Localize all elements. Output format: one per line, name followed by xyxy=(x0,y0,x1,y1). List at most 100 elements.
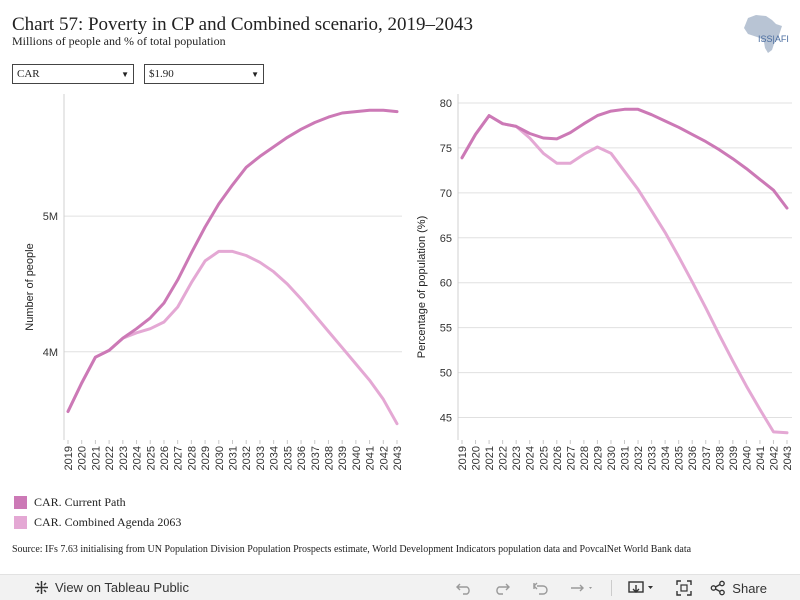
x-tick-label: 2019 xyxy=(457,446,469,470)
x-tick-label: 2020 xyxy=(77,446,89,470)
view-on-tableau-label: View on Tableau Public xyxy=(55,580,189,595)
x-tick-label: 2036 xyxy=(296,446,308,470)
x-tick-label: 2032 xyxy=(241,446,253,470)
y-tick-label: 70 xyxy=(440,188,452,200)
x-tick-label: 2032 xyxy=(633,446,645,470)
share-button[interactable]: Share xyxy=(710,580,767,596)
chevron-down-icon: ▼ xyxy=(121,69,129,79)
y-tick-label: 45 xyxy=(440,413,452,425)
legend-label: CAR. Combined Agenda 2063 xyxy=(34,514,182,529)
chart-subtitle: Millions of people and % of total popula… xyxy=(12,34,226,48)
x-tick-label: 2030 xyxy=(214,446,226,470)
x-tick-label: 2041 xyxy=(755,446,767,470)
series-line-current-path xyxy=(460,107,789,210)
y-axis-title: Percentage of population (%) xyxy=(416,216,428,358)
revert-icon[interactable] xyxy=(531,581,549,595)
x-tick-label: 2026 xyxy=(159,446,171,470)
x-tick-label: 2038 xyxy=(714,446,726,470)
x-tick-label: 2019 xyxy=(63,446,75,470)
x-tick-label: 2030 xyxy=(606,446,618,470)
x-tick-label: 2025 xyxy=(145,446,157,470)
x-tick-label: 2035 xyxy=(282,446,294,470)
x-tick-label: 2023 xyxy=(511,446,523,470)
series-line-combined-agenda xyxy=(66,249,399,426)
x-tick-label: 2038 xyxy=(323,446,335,470)
x-tick-label: 2029 xyxy=(200,446,212,470)
x-tick-label: 2040 xyxy=(741,446,753,470)
x-tick-label: 2020 xyxy=(471,446,483,470)
x-tick-label: 2028 xyxy=(186,446,198,470)
x-tick-label: 2035 xyxy=(674,446,686,470)
poverty-line-dropdown[interactable]: $1.90 ▼ xyxy=(144,64,264,84)
x-tick-label: 2043 xyxy=(782,446,794,470)
x-tick-label: 2041 xyxy=(365,446,377,470)
x-tick-label: 2040 xyxy=(351,446,363,470)
y-tick-label: 5M xyxy=(43,211,58,223)
fullscreen-icon[interactable] xyxy=(676,580,692,596)
country-dropdown-value: CAR xyxy=(17,68,40,80)
x-tick-label: 2024 xyxy=(525,446,537,470)
x-tick-label: 2024 xyxy=(132,446,144,470)
poverty-line-dropdown-value: $1.90 xyxy=(149,68,174,80)
redo-icon[interactable] xyxy=(493,581,511,595)
toolbar: Share xyxy=(445,575,800,600)
series-line-current-path xyxy=(66,108,399,413)
download-icon[interactable] xyxy=(628,580,656,596)
x-tick-label: 2033 xyxy=(647,446,659,470)
x-tick-label: 2022 xyxy=(104,446,116,470)
x-tick-label: 2023 xyxy=(118,446,130,470)
x-tick-label: 2025 xyxy=(538,446,550,470)
y-tick-label: 60 xyxy=(440,278,452,290)
legend-label: CAR. Current Path xyxy=(34,494,126,509)
x-tick-label: 2037 xyxy=(310,446,322,470)
x-tick-label: 2043 xyxy=(392,446,404,470)
x-tick-label: 2031 xyxy=(228,446,240,470)
x-tick-label: 2039 xyxy=(728,446,740,470)
x-tick-label: 2034 xyxy=(660,446,672,470)
refresh-icon[interactable] xyxy=(569,581,595,595)
y-tick-label: 80 xyxy=(440,98,452,110)
chart-title: Chart 57: Poverty in CP and Combined sce… xyxy=(12,14,474,35)
africa-map-icon xyxy=(744,15,782,53)
country-dropdown[interactable]: CAR ▼ xyxy=(12,64,134,84)
x-tick-label: 2042 xyxy=(768,446,780,470)
share-icon xyxy=(710,580,726,596)
x-tick-label: 2034 xyxy=(269,446,281,470)
legend: CAR. Current Path CAR. Combined Agenda 2… xyxy=(14,492,181,532)
y-axis-title: Number of people xyxy=(24,243,36,330)
legend-swatch-combined-agenda xyxy=(14,515,27,529)
chevron-down-icon: ▼ xyxy=(251,69,259,79)
y-tick-label: 55 xyxy=(440,323,452,335)
x-tick-label: 2029 xyxy=(592,446,604,470)
x-tick-label: 2028 xyxy=(579,446,591,470)
legend-item-current-path[interactable]: CAR. Current Path xyxy=(14,492,181,512)
x-tick-label: 2037 xyxy=(701,446,713,470)
x-tick-label: 2042 xyxy=(378,446,390,470)
x-tick-label: 2026 xyxy=(552,446,564,470)
x-tick-label: 2036 xyxy=(687,446,699,470)
iss-africa-logo: ISS|AFI xyxy=(744,15,789,53)
x-tick-label: 2031 xyxy=(620,446,632,470)
x-tick-label: 2027 xyxy=(173,446,185,470)
y-tick-label: 50 xyxy=(440,368,452,380)
legend-item-combined-agenda[interactable]: CAR. Combined Agenda 2063 xyxy=(14,512,181,532)
toolbar-divider xyxy=(611,580,613,596)
view-on-tableau-link[interactable]: View on Tableau Public xyxy=(34,580,189,595)
y-tick-label: 65 xyxy=(440,233,452,245)
tableau-footer: View on Tableau Public Share xyxy=(0,574,800,600)
x-tick-label: 2021 xyxy=(90,446,102,470)
legend-swatch-current-path xyxy=(14,495,27,509)
y-tick-label: 75 xyxy=(440,143,452,155)
x-tick-label: 2027 xyxy=(565,446,577,470)
logo-text: ISS|AFI xyxy=(758,34,789,44)
x-tick-label: 2033 xyxy=(255,446,267,470)
undo-icon[interactable] xyxy=(455,581,473,595)
x-tick-label: 2021 xyxy=(484,446,496,470)
source-note: Source: IFs 7.63 initialising from UN Po… xyxy=(12,544,692,555)
x-tick-label: 2039 xyxy=(337,446,349,470)
share-label: Share xyxy=(732,580,767,596)
x-tick-label: 2022 xyxy=(498,446,510,470)
tableau-logo-icon xyxy=(35,581,48,594)
y-tick-label: 4M xyxy=(43,347,58,359)
